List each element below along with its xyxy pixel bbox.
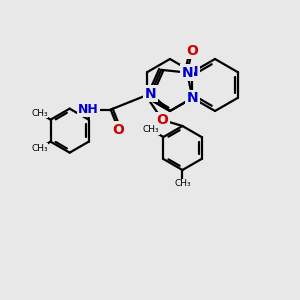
Text: CH₃: CH₃	[174, 179, 191, 188]
Text: O: O	[186, 44, 198, 58]
Text: CH₃: CH₃	[31, 144, 48, 153]
Text: N: N	[187, 91, 198, 105]
Text: CH₃: CH₃	[143, 125, 160, 134]
Text: NH: NH	[78, 103, 99, 116]
Text: O: O	[157, 113, 168, 127]
Text: CH₃: CH₃	[31, 109, 48, 118]
Text: N: N	[187, 65, 198, 79]
Text: N: N	[145, 87, 157, 100]
Text: N: N	[181, 66, 193, 80]
Text: O: O	[113, 123, 124, 136]
